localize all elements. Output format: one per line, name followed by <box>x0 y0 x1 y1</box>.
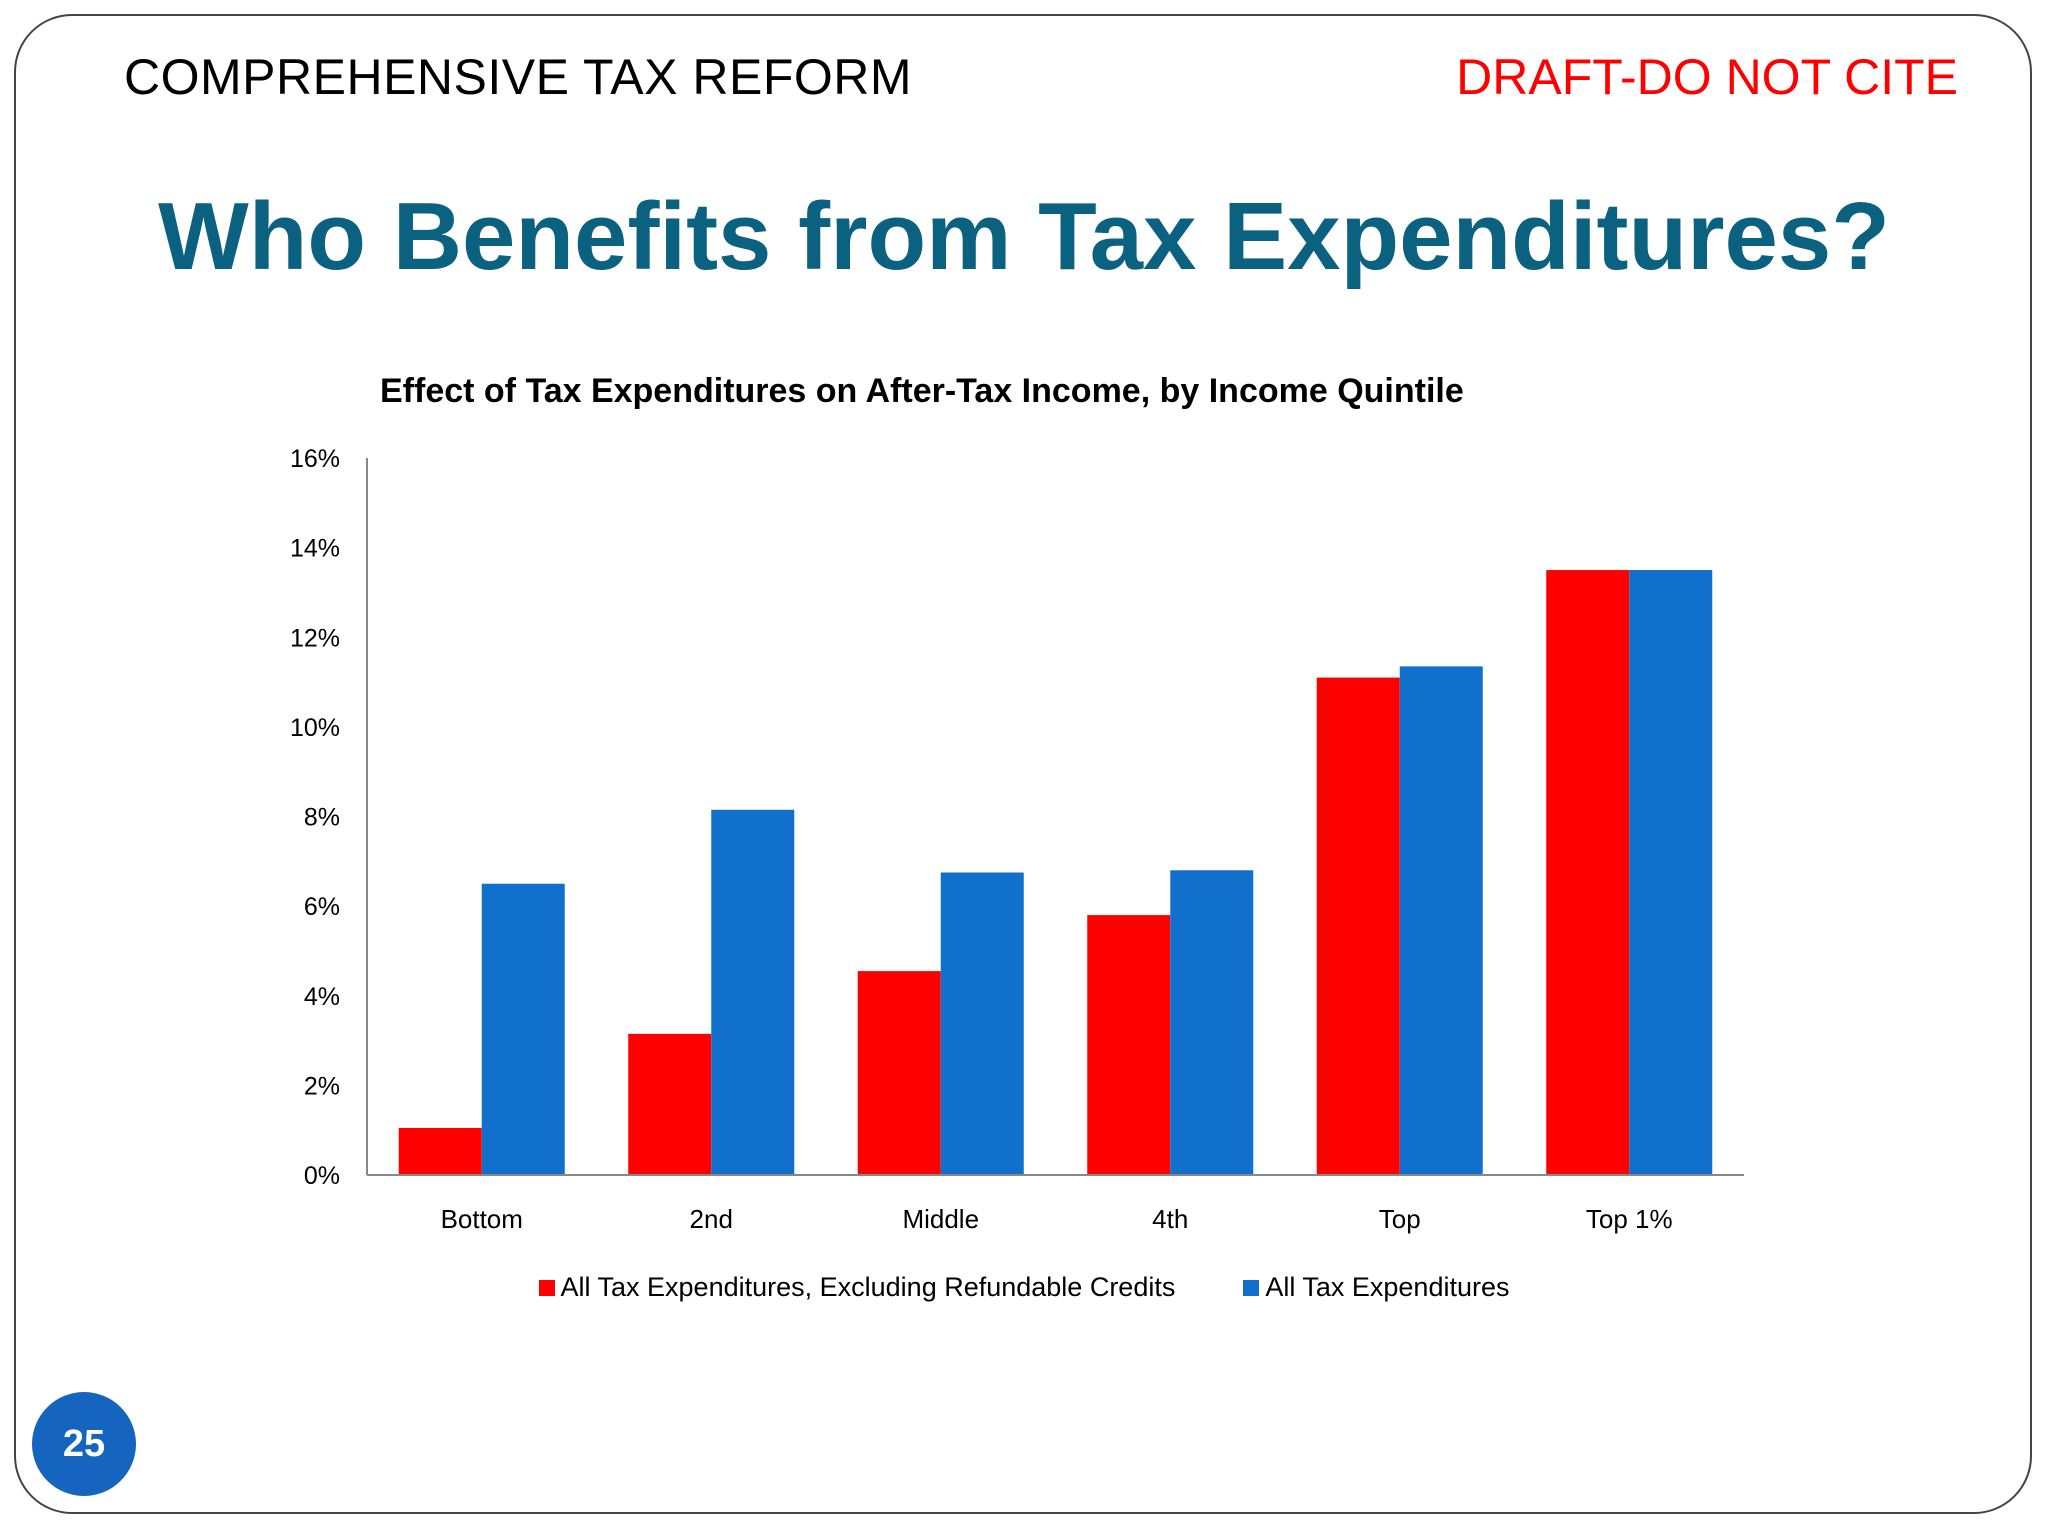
bar-blue <box>481 883 565 1175</box>
bar-red <box>1087 915 1171 1175</box>
slide-title: Who Benefits from Tax Expenditures? <box>158 183 1890 290</box>
legend-item-series-1: All Tax Expenditures, Excluding Refundab… <box>538 1272 1176 1303</box>
y-tick-label: 4% <box>304 983 340 1011</box>
x-tick-label: Middle <box>902 1204 979 1234</box>
legend-swatch-blue <box>1243 1279 1260 1296</box>
legend-label: All Tax Expenditures, Excluding Refundab… <box>560 1272 1176 1302</box>
bar-red <box>628 1033 712 1175</box>
y-tick-label: 0% <box>304 1162 340 1190</box>
chart-title: Effect of Tax Expenditures on After-Tax … <box>380 372 1464 410</box>
x-tick-label: Bottom <box>441 1204 523 1234</box>
x-tick-label: Top <box>1379 1204 1421 1234</box>
bar-blue <box>1399 666 1483 1175</box>
bar-blue <box>1629 570 1713 1175</box>
bar-red <box>1546 570 1630 1175</box>
legend-label: All Tax Expenditures <box>1265 1272 1510 1302</box>
y-tick-label: 12% <box>290 624 340 652</box>
draft-notice: DRAFT-DO NOT CITE <box>1456 49 1958 105</box>
bar-red <box>857 971 941 1175</box>
bar-red <box>1316 677 1400 1175</box>
y-tick-label: 10% <box>290 714 340 742</box>
y-tick-label: 2% <box>304 1072 340 1100</box>
bar-blue <box>1170 870 1254 1175</box>
bar-blue <box>940 872 1024 1175</box>
legend-swatch-red <box>538 1279 555 1296</box>
header-title: COMPREHENSIVE TAX REFORM <box>124 49 913 105</box>
legend-item-series-2: All Tax Expenditures <box>1243 1272 1509 1303</box>
bar-blue <box>711 809 795 1175</box>
y-tick-label: 14% <box>290 535 340 563</box>
page-number-badge: 25 <box>32 1392 136 1496</box>
x-tick-label: 2nd <box>690 1204 733 1234</box>
x-tick-label: Top 1% <box>1586 1204 1673 1234</box>
x-tick-label: 4th <box>1152 1204 1188 1234</box>
chart-legend: All Tax Expenditures, Excluding Refundab… <box>0 1272 2048 1303</box>
y-tick-label: 6% <box>304 893 340 921</box>
y-tick-label: 16% <box>290 445 340 473</box>
bar-red <box>398 1127 482 1175</box>
y-tick-label: 8% <box>304 804 340 832</box>
